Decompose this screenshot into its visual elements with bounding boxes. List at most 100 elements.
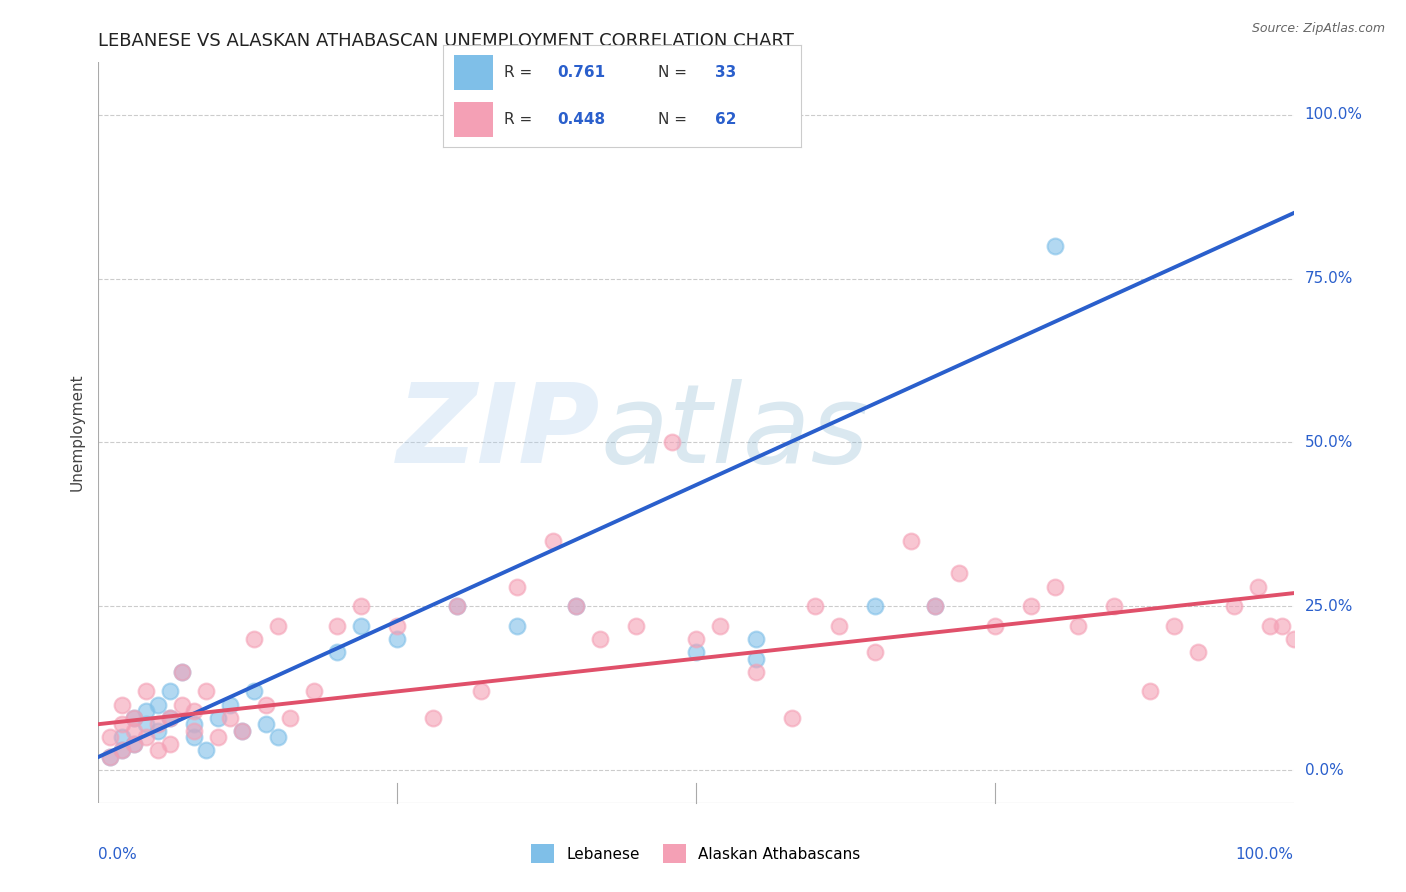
Point: [541, 533, 564, 548]
FancyBboxPatch shape: [454, 102, 494, 137]
Point: [385, 632, 409, 646]
Text: 0.448: 0.448: [558, 112, 606, 127]
Point: [745, 651, 768, 665]
Text: LEBANESE VS ALASKAN ATHABASCAN UNEMPLOYMENT CORRELATION CHART: LEBANESE VS ALASKAN ATHABASCAN UNEMPLOYM…: [98, 32, 794, 50]
Point: [745, 665, 768, 679]
Text: atlas: atlas: [600, 379, 869, 486]
Point: [924, 599, 946, 614]
Point: [1067, 619, 1090, 633]
Point: [219, 711, 242, 725]
Point: [865, 645, 887, 659]
Legend: Lebanese, Alaskan Athabascans: Lebanese, Alaskan Athabascans: [526, 838, 866, 869]
Text: 25.0%: 25.0%: [1305, 599, 1353, 614]
Point: [828, 619, 851, 633]
Point: [111, 743, 134, 757]
Point: [124, 711, 146, 725]
Point: [900, 533, 922, 548]
Point: [1043, 580, 1066, 594]
Point: [124, 737, 146, 751]
Point: [661, 435, 683, 450]
Point: [780, 711, 803, 725]
Point: [302, 684, 325, 698]
Point: [326, 619, 349, 633]
Point: [685, 632, 707, 646]
Text: Source: ZipAtlas.com: Source: ZipAtlas.com: [1251, 22, 1385, 36]
Point: [506, 619, 529, 633]
Point: [219, 698, 242, 712]
Point: [183, 717, 205, 731]
Point: [111, 698, 134, 712]
Point: [172, 698, 194, 712]
Point: [267, 619, 290, 633]
Point: [159, 684, 181, 698]
Text: 50.0%: 50.0%: [1305, 435, 1353, 450]
Point: [207, 731, 229, 745]
Point: [183, 731, 205, 745]
Point: [148, 743, 170, 757]
Point: [159, 711, 181, 725]
Point: [98, 731, 122, 745]
Point: [159, 737, 181, 751]
Point: [1258, 619, 1281, 633]
Point: [1043, 239, 1066, 253]
Point: [135, 684, 157, 698]
Point: [865, 599, 887, 614]
Point: [195, 743, 218, 757]
Point: [984, 619, 1007, 633]
Point: [278, 711, 301, 725]
Point: [172, 665, 194, 679]
Point: [924, 599, 946, 614]
Text: 62: 62: [716, 112, 737, 127]
Point: [1223, 599, 1246, 614]
Point: [207, 711, 229, 725]
Point: [98, 750, 122, 764]
Text: N =: N =: [658, 65, 692, 79]
Point: [159, 711, 181, 725]
Text: 100.0%: 100.0%: [1236, 847, 1294, 863]
Point: [172, 665, 194, 679]
Point: [1271, 619, 1294, 633]
Point: [231, 723, 253, 738]
Point: [243, 632, 266, 646]
Text: R =: R =: [503, 112, 537, 127]
Point: [745, 632, 768, 646]
Point: [350, 599, 373, 614]
Point: [183, 723, 205, 738]
Point: [111, 717, 134, 731]
Point: [385, 619, 409, 633]
Point: [350, 619, 373, 633]
Point: [446, 599, 468, 614]
Point: [243, 684, 266, 698]
Text: R =: R =: [503, 65, 537, 79]
Point: [124, 723, 146, 738]
Point: [685, 645, 707, 659]
Point: [1019, 599, 1042, 614]
Point: [1282, 632, 1305, 646]
FancyBboxPatch shape: [454, 55, 494, 90]
Point: [422, 711, 444, 725]
Point: [565, 599, 588, 614]
Text: 75.0%: 75.0%: [1305, 271, 1353, 286]
Point: [98, 750, 122, 764]
Point: [446, 599, 468, 614]
Point: [148, 723, 170, 738]
Point: [124, 711, 146, 725]
Point: [948, 566, 970, 581]
Point: [135, 717, 157, 731]
Point: [111, 743, 134, 757]
Point: [326, 645, 349, 659]
Point: [254, 698, 277, 712]
Point: [470, 684, 492, 698]
Point: [1163, 619, 1185, 633]
Text: ZIP: ZIP: [396, 379, 600, 486]
Point: [254, 717, 277, 731]
Text: 0.0%: 0.0%: [98, 847, 138, 863]
Text: 0.0%: 0.0%: [1305, 763, 1343, 778]
Point: [267, 731, 290, 745]
Point: [148, 717, 170, 731]
Point: [135, 731, 157, 745]
Y-axis label: Unemployment: Unemployment: [69, 374, 84, 491]
Point: [565, 599, 588, 614]
Point: [135, 704, 157, 718]
Point: [626, 619, 648, 633]
